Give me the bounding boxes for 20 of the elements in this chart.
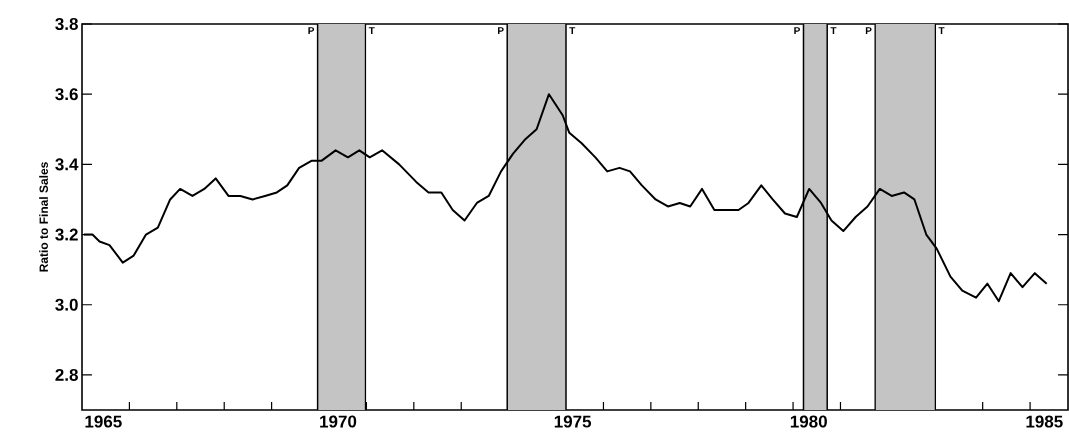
x-tick-label: 1965	[85, 415, 122, 428]
y-tick-label: 3.2	[55, 228, 78, 241]
ref-line-label: T	[368, 27, 375, 35]
ref-line-label: P	[794, 27, 800, 35]
ref-line-label: T	[938, 27, 945, 35]
y-tick-label: 2.8	[55, 368, 78, 381]
ref-line-label: P	[308, 27, 315, 35]
x-tick-label: 1985	[1026, 415, 1063, 428]
y-tick-label: 3.4	[55, 158, 79, 171]
y-tick-label: 3.8	[55, 17, 78, 31]
x-tick-label: 1980	[790, 415, 827, 428]
y-tick-label: 3.6	[55, 88, 78, 101]
ref-line-label: T	[830, 27, 837, 35]
y-tick-label: 3.0	[55, 298, 78, 311]
y-axis-title: Ratio to Final Sales	[39, 162, 48, 272]
ref-line-label: T	[569, 27, 576, 35]
ref-line-label: P	[498, 27, 504, 35]
x-tick-label: 1970	[320, 415, 357, 428]
x-tick-label: 1975	[554, 415, 592, 428]
ref-line-label: P	[865, 27, 872, 35]
